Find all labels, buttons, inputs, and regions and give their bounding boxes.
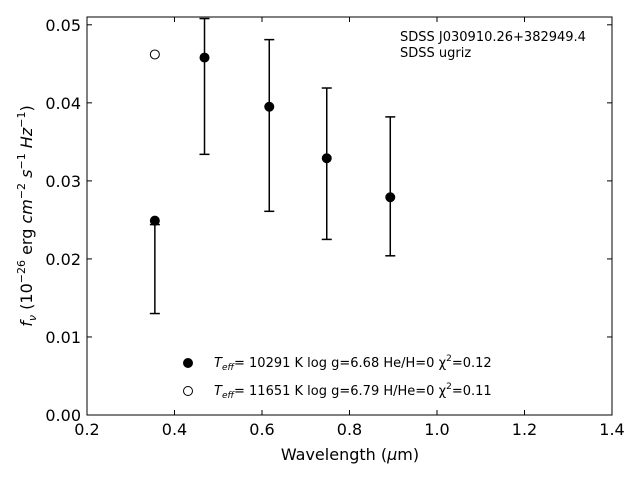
legend-marker-open (183, 386, 193, 396)
x-tick-label: 1.2 (512, 420, 537, 439)
legend: Teff= 10291 K log g=6.68 He/H=0 χ2=0.12 … (183, 354, 492, 401)
legend-entry-2: Teff= 11651 K log g=6.79 H/He=0 χ2=0.11 (214, 382, 492, 401)
y-tick-label: 0.03 (45, 172, 81, 191)
x-axis-ticks: 0.2 0.4 0.6 0.8 1.0 1.2 1.4 (74, 17, 625, 439)
y-tick-label: 0.02 (45, 250, 81, 269)
y-axis-title: fν (10−26 erg cm−2 s−1 Hz−1) (15, 105, 39, 326)
x-tick-label: 1.4 (599, 420, 624, 439)
model-points (149, 49, 396, 226)
y-axis-ticks: 0.00 0.01 0.02 0.03 0.04 0.05 (45, 16, 612, 425)
data-point-filled (385, 192, 396, 203)
x-tick-label: 1.0 (424, 420, 449, 439)
survey-annotation: SDSS ugriz (400, 46, 471, 61)
x-tick-label: 0.2 (74, 420, 99, 439)
data-point-filled (321, 153, 332, 164)
legend-entry-1: Teff= 10291 K log g=6.68 He/H=0 χ2=0.12 (214, 354, 492, 373)
observed-errorbars (149, 17, 396, 315)
x-tick-label: 0.6 (249, 420, 274, 439)
y-tick-label: 0.01 (45, 328, 81, 347)
x-axis-title: Wavelength (μm) (281, 445, 419, 464)
object-name-annotation: SDSS J030910.26+382949.4 (400, 30, 586, 45)
y-tick-label: 0.04 (45, 94, 81, 113)
data-point-filled (199, 52, 210, 63)
legend-marker-filled (183, 358, 193, 368)
x-tick-label: 0.4 (162, 420, 187, 439)
x-tick-label: 0.8 (337, 420, 362, 439)
svg-text:fν (10−26 erg cm−2 s−1 Hz−1): fν (10−26 erg cm−2 s−1 Hz−1) (15, 105, 39, 326)
data-point-filled (264, 101, 275, 112)
y-tick-label: 0.05 (45, 16, 81, 35)
y-tick-label: 0.00 (45, 406, 81, 425)
data-point-open (149, 49, 160, 60)
data-point-filled (149, 215, 160, 226)
